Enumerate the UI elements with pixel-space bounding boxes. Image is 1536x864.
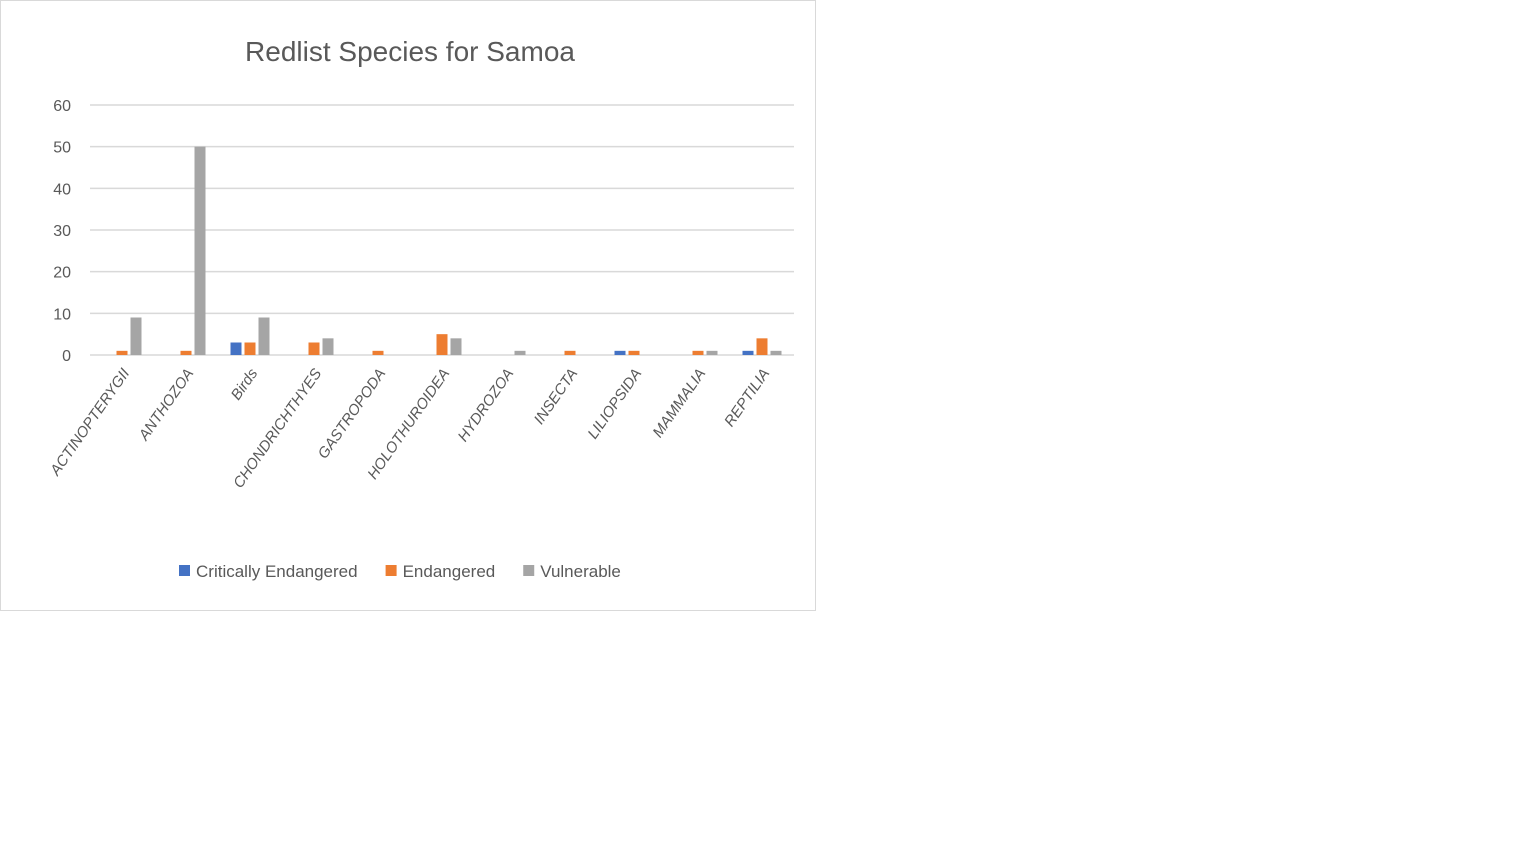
x-tick-label: LILIOPSIDA <box>584 366 645 443</box>
legend-label: Endangered <box>403 562 496 581</box>
x-tick-label: GASTROPODA <box>315 366 390 462</box>
y-tick-label: 0 <box>62 348 71 365</box>
bar <box>436 334 448 355</box>
bar <box>194 146 206 355</box>
bar <box>756 338 768 355</box>
legend-swatch <box>523 565 535 576</box>
bar <box>116 350 128 355</box>
legend-label: Vulnerable <box>540 562 621 581</box>
bar <box>258 317 270 355</box>
x-tick-label: MAMMALIA <box>649 366 709 441</box>
chart-frame: Redlist Species for Samoa 0 10 20 30 40 50 60 AC… <box>0 0 816 611</box>
legend-label: Critically Endangered <box>196 562 358 581</box>
bar-chart: Redlist Species for Samoa 0 10 20 30 40 50 60 AC… <box>46 36 794 581</box>
bar <box>770 350 782 355</box>
x-tick-label: HYDROZOA <box>455 366 518 445</box>
y-tick-label: 60 <box>53 98 71 115</box>
y-tick-label: 20 <box>53 265 71 282</box>
x-tick-label: Birds <box>228 365 262 403</box>
bar <box>692 350 704 355</box>
x-tick-label: REPTILIA <box>721 366 773 430</box>
y-tick-label: 40 <box>53 181 71 198</box>
bar <box>322 338 334 355</box>
y-tick-label: 30 <box>53 223 71 240</box>
bar <box>180 350 192 355</box>
bar <box>230 342 242 355</box>
bar <box>450 338 462 355</box>
x-tick-label: INSECTA <box>531 366 582 428</box>
bar <box>564 350 576 355</box>
legend-swatch <box>385 565 397 576</box>
y-tick-label: 50 <box>53 140 71 157</box>
bar <box>706 350 718 355</box>
bar <box>742 350 754 355</box>
x-tick-label: ACTINOPTERYGII <box>46 366 133 480</box>
bar <box>628 350 640 355</box>
bar <box>372 350 384 355</box>
bar <box>308 342 320 355</box>
bar <box>614 350 626 355</box>
y-tick-label: 10 <box>53 306 71 323</box>
bar <box>130 317 142 355</box>
legend-swatch <box>179 565 190 576</box>
bar <box>244 342 256 355</box>
bar <box>514 350 526 355</box>
chart-title: Redlist Species for Samoa <box>245 36 575 67</box>
x-tick-label: ANTHOZOA <box>135 366 197 445</box>
